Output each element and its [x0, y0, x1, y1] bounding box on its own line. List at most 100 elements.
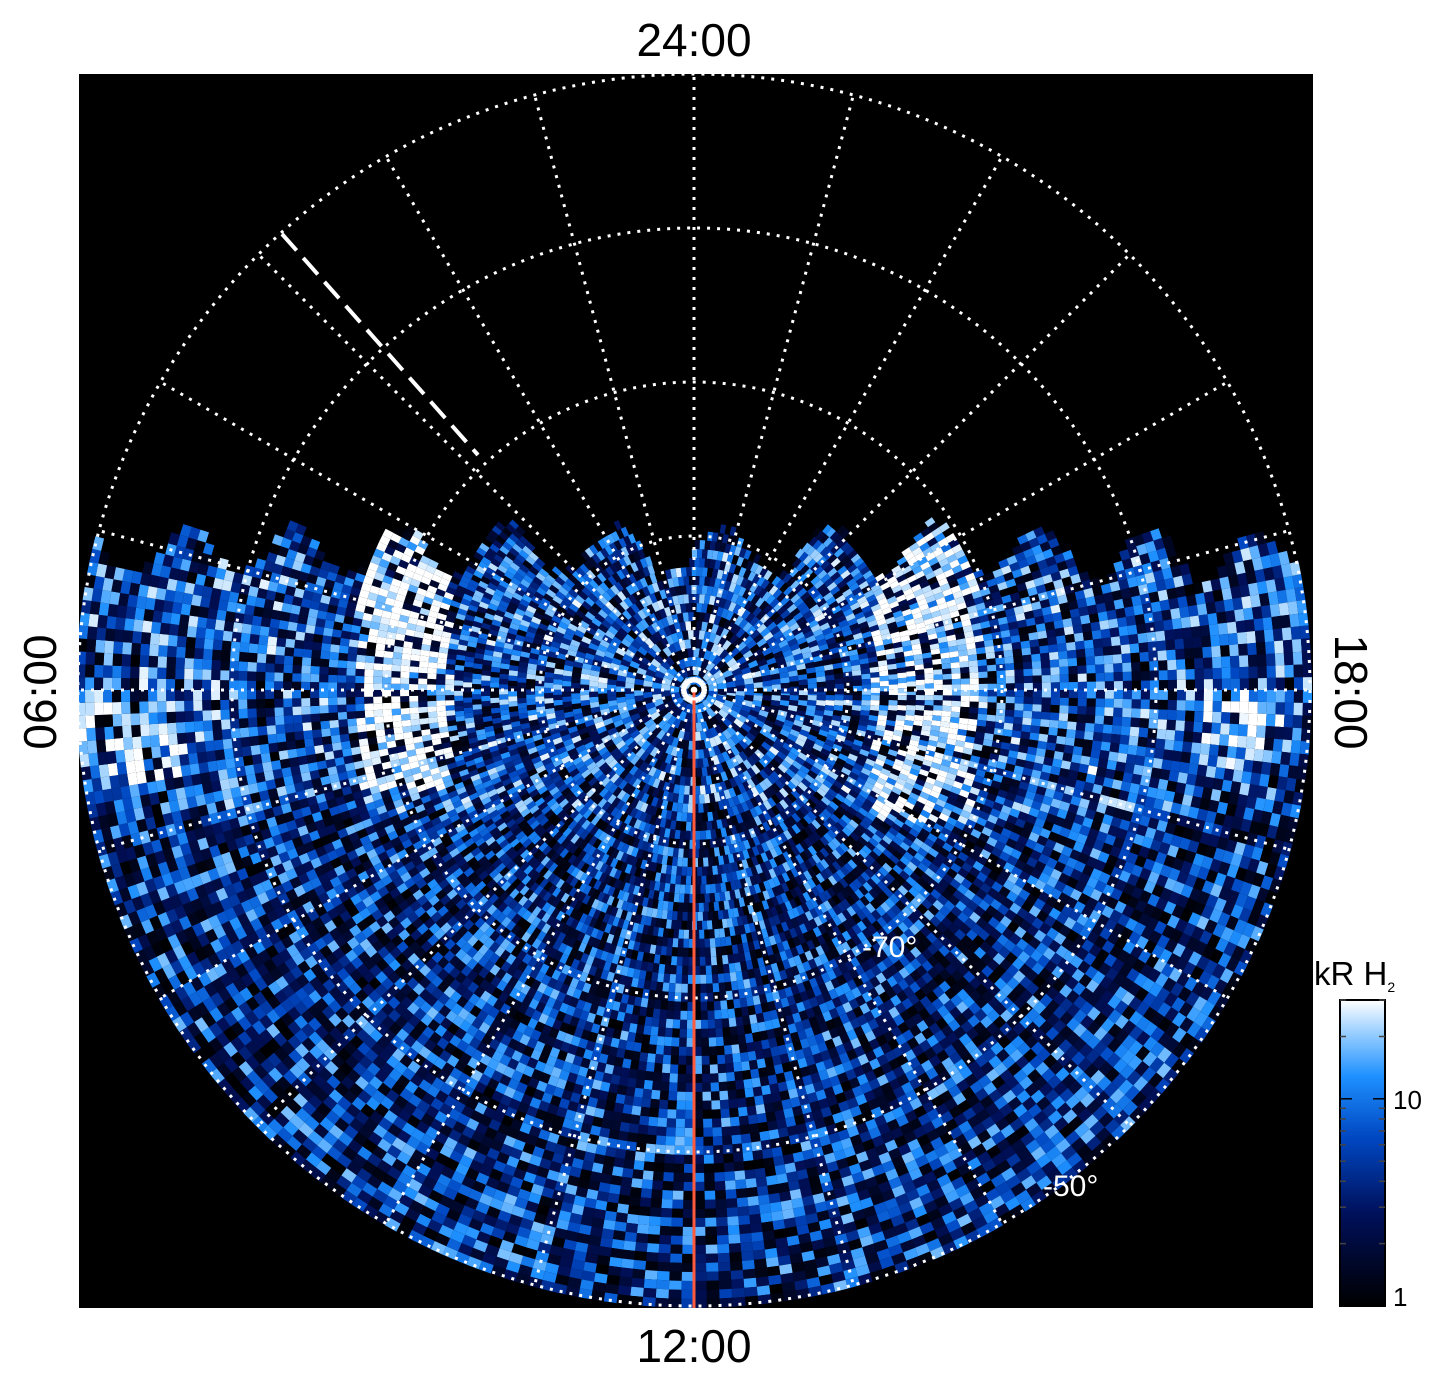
heatmap-cell	[783, 719, 794, 728]
heatmap-cell	[714, 937, 721, 948]
heatmap-cell	[624, 762, 635, 773]
heatmap-cell	[685, 767, 692, 777]
heatmap-cell	[607, 727, 618, 736]
heatmap-cell	[526, 678, 536, 685]
heatmap-cell	[499, 699, 509, 705]
heatmap-cell	[967, 718, 978, 726]
heatmap-cell	[609, 747, 621, 758]
heatmap-cell	[445, 700, 455, 706]
heatmap-cell	[768, 662, 779, 671]
heatmap-cell	[427, 667, 437, 674]
heatmap-cell	[579, 732, 590, 741]
heatmap-cell	[644, 637, 655, 648]
heatmap-cell	[401, 719, 412, 727]
heatmap-cell	[683, 929, 689, 939]
heatmap-cell	[619, 769, 629, 780]
heatmap-cell	[573, 739, 584, 749]
heatmap-cell	[671, 911, 678, 921]
heatmap-cell	[763, 789, 773, 800]
heatmap-cell	[701, 767, 708, 777]
heatmap-cell	[609, 709, 620, 718]
heatmap-cell	[618, 728, 629, 738]
heatmap-cell	[391, 671, 401, 678]
heatmap-cell	[630, 754, 640, 766]
heatmap-cell	[677, 720, 686, 731]
heatmap-cell	[778, 704, 789, 712]
heatmap-cell	[650, 658, 661, 669]
heatmap-cell	[713, 801, 720, 812]
heatmap-cell	[622, 782, 632, 793]
heatmap-cell	[699, 594, 705, 604]
heatmap-cell	[732, 637, 743, 648]
heatmap-cell	[721, 761, 730, 772]
heatmap-cell	[697, 857, 704, 867]
heatmap-cell	[924, 673, 934, 679]
heatmap-cell	[742, 759, 753, 770]
heatmap-cell	[705, 661, 716, 672]
heatmap-cell	[737, 783, 747, 794]
heatmap-cell	[915, 690, 925, 696]
heatmap-cell	[680, 603, 687, 613]
heatmap-cell	[924, 683, 934, 689]
heatmap-cell	[700, 983, 707, 993]
heatmap-cell	[707, 856, 714, 867]
heatmap-cell	[629, 660, 640, 669]
heatmap-cell	[774, 737, 786, 747]
heatmap-cell	[906, 681, 916, 687]
heatmap-cell	[722, 619, 732, 630]
heatmap-cell	[631, 655, 643, 665]
heatmap-cell	[701, 821, 708, 831]
heatmap-cell	[526, 694, 536, 700]
heatmap-cell	[577, 645, 588, 654]
heatmap-cell	[701, 603, 708, 613]
heatmap-cell	[758, 757, 769, 768]
heatmap-cell	[728, 633, 739, 645]
heatmap-cell	[593, 654, 604, 662]
heatmap-cell	[699, 956, 706, 966]
heatmap-cell	[612, 594, 623, 605]
heatmap-cell	[870, 677, 880, 683]
heatmap-cell	[766, 636, 777, 646]
heatmap-cell	[636, 705, 647, 714]
heatmap-cell	[472, 704, 482, 710]
heatmap-cell	[696, 875, 702, 885]
heatmap-cell	[733, 775, 743, 786]
heatmap-cell	[657, 664, 668, 675]
heatmap-cell	[628, 594, 638, 605]
heatmap-cell	[746, 714, 758, 724]
heatmap-cell	[611, 636, 622, 646]
heatmap-cell	[924, 678, 934, 684]
heatmap-cell	[606, 645, 617, 655]
heatmap-cell	[735, 685, 745, 692]
heatmap-cell	[563, 706, 573, 713]
heatmap-cell	[600, 776, 611, 787]
heatmap-cell	[676, 956, 683, 966]
heatmap-cell	[410, 654, 421, 662]
heatmap-cell	[897, 695, 907, 701]
heatmap-cell	[765, 750, 776, 760]
heatmap-cell	[517, 697, 527, 704]
heatmap-cell	[717, 743, 727, 754]
heatmap-cell	[642, 628, 652, 639]
heatmap-cell	[718, 617, 727, 628]
heatmap-cell	[941, 663, 952, 670]
heatmap-cell	[666, 801, 674, 811]
heatmap-cell	[722, 639, 732, 651]
heatmap-cell	[563, 664, 574, 672]
heatmap-cell	[791, 724, 802, 733]
heatmap-cell	[635, 721, 646, 732]
heatmap-cell	[625, 698, 636, 706]
heatmap-cell	[699, 965, 706, 975]
heatmap-cell	[729, 777, 738, 788]
heatmap-cell	[779, 700, 790, 707]
heatmap-cell	[728, 582, 737, 593]
heatmap-cell	[638, 709, 650, 719]
heatmap-cell	[942, 695, 952, 701]
heatmap-cell	[663, 606, 672, 617]
heatmap-cell	[601, 619, 612, 629]
heatmap-cell	[553, 684, 563, 690]
heatmap-cell	[410, 660, 420, 667]
heatmap-cell	[700, 830, 707, 840]
heatmap-cell	[472, 673, 482, 680]
heatmap-cell	[679, 621, 687, 632]
